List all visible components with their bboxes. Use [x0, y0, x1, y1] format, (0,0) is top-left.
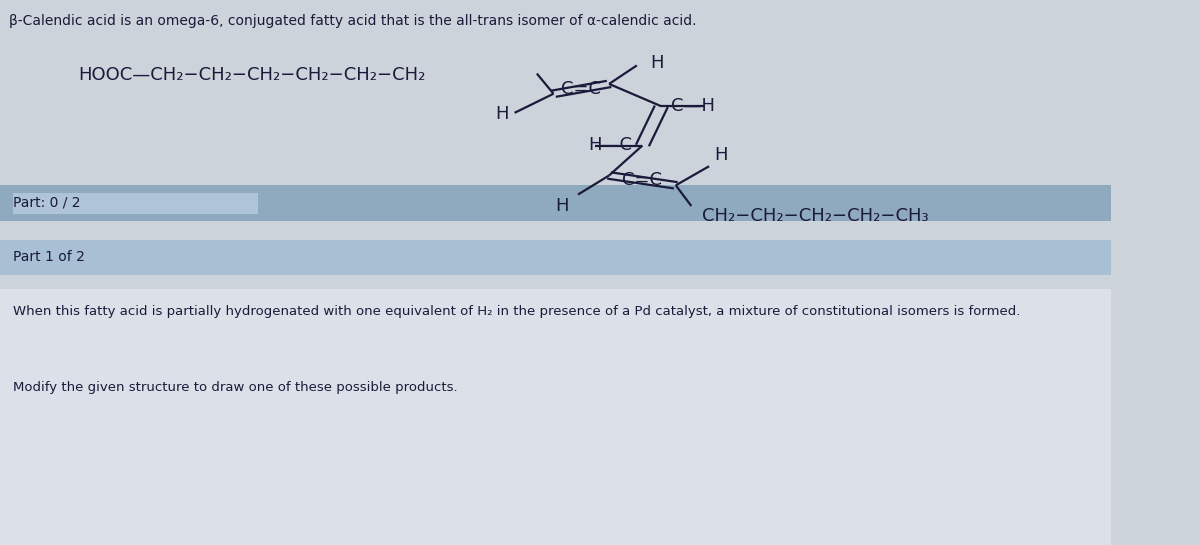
FancyBboxPatch shape	[13, 193, 258, 214]
Text: C=C: C=C	[562, 80, 601, 98]
Text: CH₂−CH₂−CH₂−CH₂−CH₃: CH₂−CH₂−CH₂−CH₂−CH₃	[702, 207, 929, 225]
Text: Part 1 of 2: Part 1 of 2	[13, 250, 85, 264]
Text: C—H: C—H	[671, 96, 715, 115]
Text: H—C: H—C	[588, 136, 632, 154]
FancyBboxPatch shape	[0, 289, 1111, 545]
FancyBboxPatch shape	[0, 185, 1111, 221]
Text: C=C: C=C	[623, 171, 662, 190]
Text: β-Calendic acid is an omega-6, conjugated fatty acid that is the all-trans isome: β-Calendic acid is an omega-6, conjugate…	[8, 14, 696, 28]
Text: HOOC—CH₂−CH₂−CH₂−CH₂−CH₂−CH₂: HOOC—CH₂−CH₂−CH₂−CH₂−CH₂−CH₂	[78, 65, 425, 84]
Text: H: H	[650, 53, 664, 72]
Text: When this fatty acid is partially hydrogenated with one equivalent of H₂ in the : When this fatty acid is partially hydrog…	[13, 305, 1021, 318]
FancyBboxPatch shape	[0, 240, 1111, 275]
Text: H: H	[496, 105, 509, 123]
Text: Modify the given structure to draw one of these possible products.: Modify the given structure to draw one o…	[13, 382, 458, 395]
Text: H: H	[715, 146, 728, 164]
Text: H: H	[556, 197, 569, 215]
Text: Part: 0 / 2: Part: 0 / 2	[13, 196, 80, 210]
